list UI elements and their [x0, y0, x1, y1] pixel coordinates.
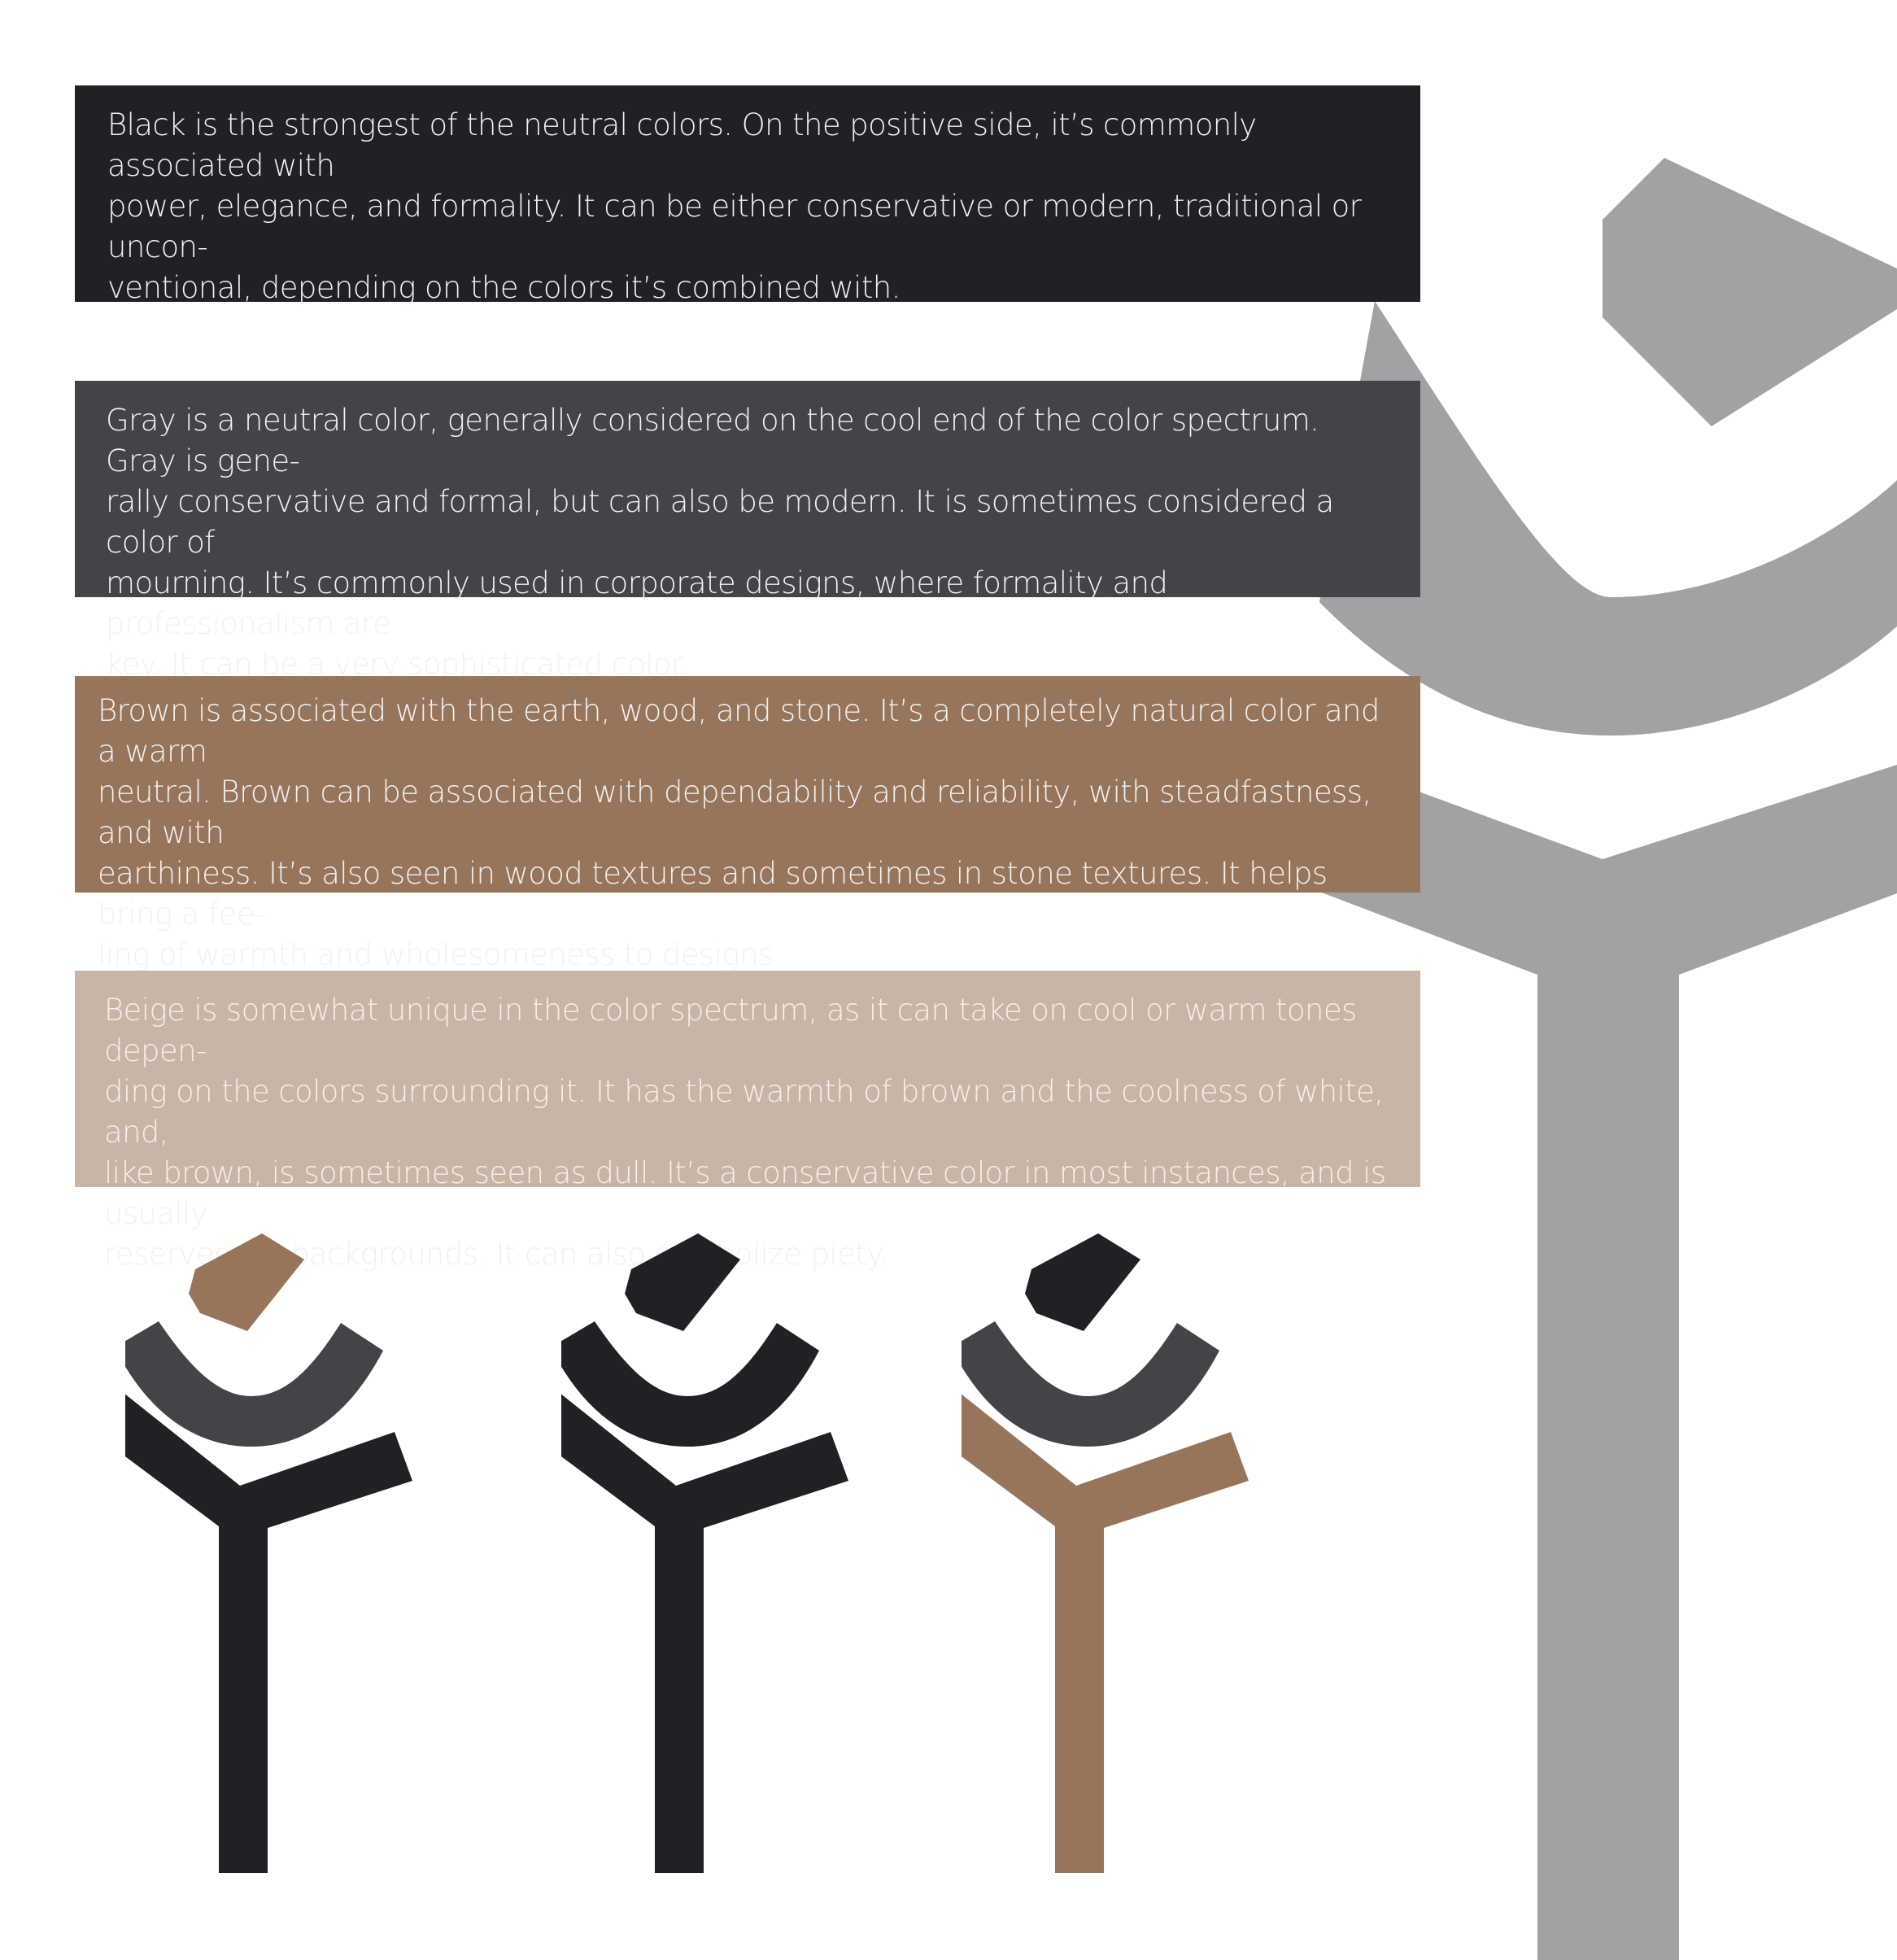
gray-color-panel: Gray is a neutral color, generally consi…	[75, 381, 1420, 682]
logo-y	[962, 1394, 1249, 1873]
beige-description: Beige is somewhat unique in the color sp…	[104, 993, 1386, 1272]
black-description: Black is the strongest of the neutral co…	[107, 107, 1362, 305]
beige-color-panel: Beige is somewhat unique in the color sp…	[75, 971, 1420, 1272]
brown-description: Brown is associated with the earth, wood…	[98, 693, 1380, 972]
logo-variant-2	[561, 1233, 848, 1873]
background-dash	[1603, 158, 1897, 426]
logo-arc	[962, 1321, 1219, 1447]
background-figure-shapes	[1319, 158, 1897, 1960]
gray-description: Gray is a neutral color, generally consi…	[106, 403, 1334, 682]
logo-variant-1	[125, 1233, 412, 1873]
background-y	[1319, 755, 1897, 1960]
logo-y	[561, 1394, 848, 1873]
logo-dash	[189, 1233, 304, 1331]
logo-dash	[625, 1233, 740, 1331]
logo-arc	[125, 1321, 383, 1447]
brown-color-panel: Brown is associated with the earth, wood…	[75, 676, 1420, 972]
logo-y	[125, 1394, 412, 1873]
logo-dash	[1025, 1233, 1140, 1331]
background-arc	[1319, 301, 1897, 736]
logo-variant-3	[962, 1233, 1249, 1873]
black-color-panel: Black is the strongest of the neutral co…	[75, 85, 1420, 305]
logo-arc	[561, 1321, 819, 1447]
